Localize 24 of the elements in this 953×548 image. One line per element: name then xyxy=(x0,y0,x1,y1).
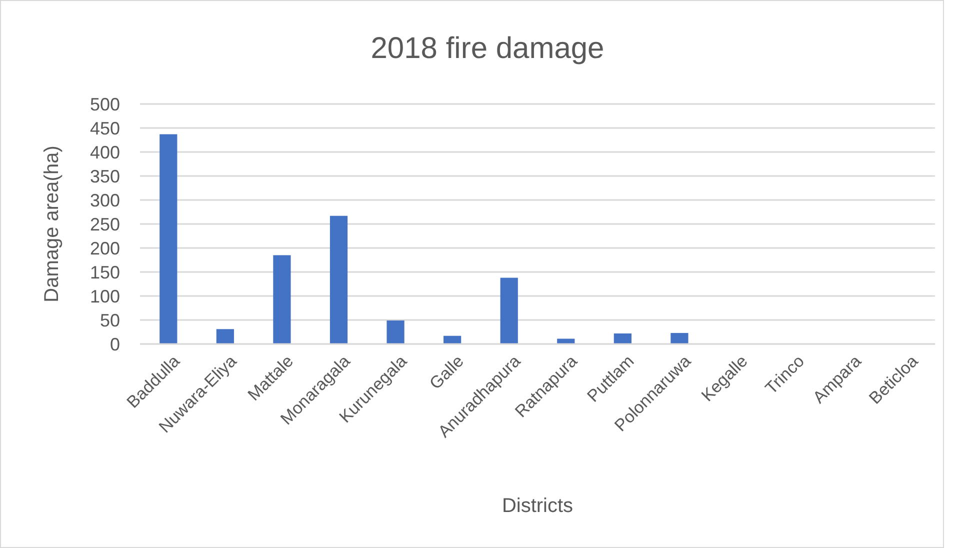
bar xyxy=(330,216,348,344)
chart-title: 2018 fire damage xyxy=(370,32,604,65)
bar xyxy=(160,134,178,344)
bar xyxy=(273,255,291,344)
y-tick-label: 250 xyxy=(90,214,120,234)
bar xyxy=(670,332,688,344)
y-tick-label: 200 xyxy=(90,238,120,258)
y-tick-label: 0 xyxy=(110,334,120,354)
y-tick-label: 300 xyxy=(90,190,120,210)
bar xyxy=(386,320,404,344)
y-tick-label: 400 xyxy=(90,142,120,162)
y-tick-label: 450 xyxy=(90,118,120,138)
bar xyxy=(614,333,632,344)
x-axis-title: Districts xyxy=(502,495,574,517)
y-tick-label: 500 xyxy=(90,94,120,114)
bar xyxy=(444,336,462,344)
y-tick-label: 100 xyxy=(90,286,120,306)
bar xyxy=(500,278,518,344)
y-tick-label: 350 xyxy=(90,166,120,186)
y-axis-title: Damage area(ha) xyxy=(41,146,63,302)
bar xyxy=(216,329,234,344)
y-tick-label: 150 xyxy=(90,262,120,282)
y-tick-label: 50 xyxy=(100,310,120,330)
bar xyxy=(557,338,575,344)
